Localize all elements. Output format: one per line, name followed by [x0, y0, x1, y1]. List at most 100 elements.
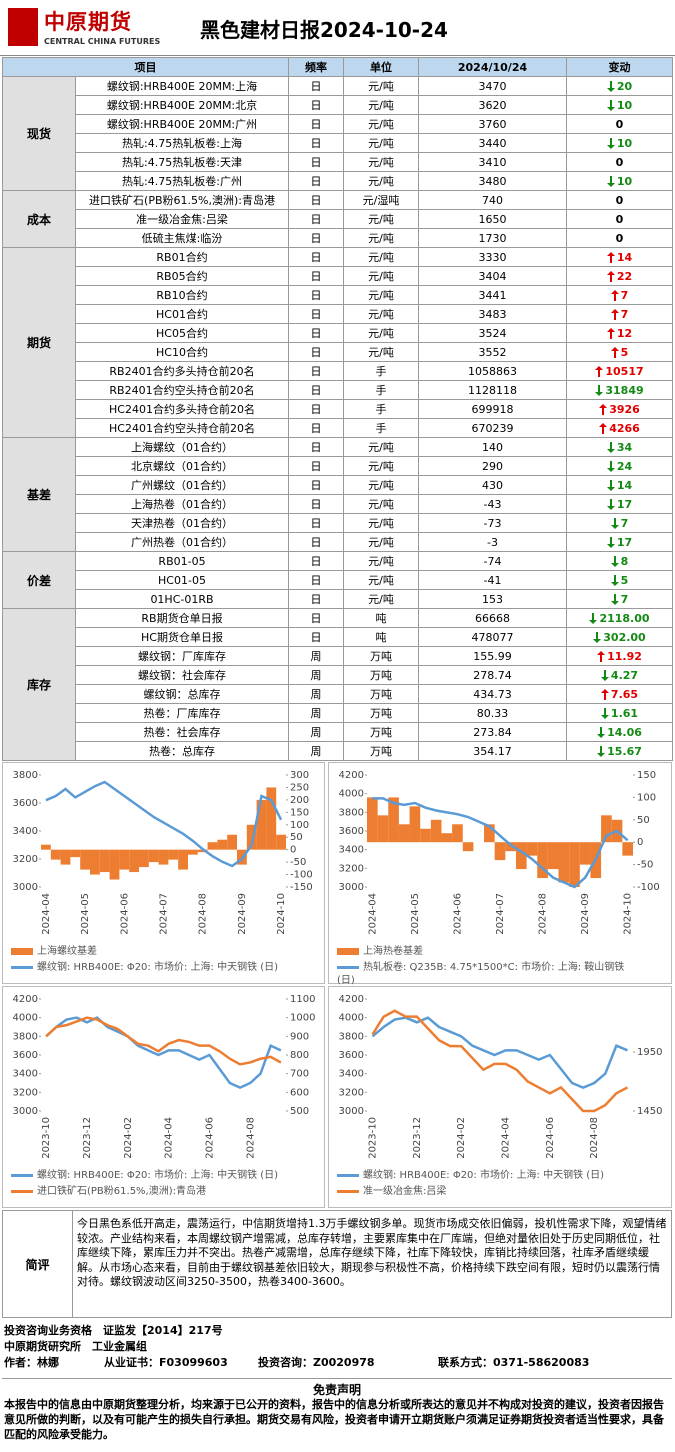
bar	[569, 842, 580, 887]
cell: 153	[418, 589, 567, 609]
logo-en: CENTRAL CHINA FUTURES	[44, 37, 161, 46]
arrow-down	[610, 575, 619, 586]
change-value: 20	[616, 79, 633, 93]
data-table: 项目 频率 单位 2024/10/24 变动 现货 螺纹钢:HRB400E 20MM:上海日…	[2, 57, 673, 761]
y-tick-label: 3000	[339, 882, 364, 893]
cell: 3524	[418, 323, 567, 343]
x-tick-label: 2024-08	[245, 1117, 256, 1159]
cell: 日	[288, 361, 344, 381]
line	[371, 1009, 629, 1113]
cell: 元/吨	[343, 456, 419, 476]
cell: 元/吨	[343, 133, 419, 153]
bar	[537, 842, 548, 879]
chart-panel: 3000 3200 3400 3600 3800 4000 4200 1450 1950 2023…	[328, 986, 672, 1208]
arrow-shape	[599, 423, 608, 434]
cell: -43	[418, 494, 567, 514]
y2-tick-label: 1000	[290, 1013, 315, 1024]
x-tick-label: 2024-04	[367, 893, 378, 935]
legend-label: 螺纹钢: HRB400E: Φ20: 市场价: 上海: 中天钢铁 (日)	[37, 962, 279, 973]
cell: 螺纹钢:HRB400E 20MM:上海	[75, 76, 289, 96]
change-value: 1.61	[610, 706, 639, 720]
cell: 日	[288, 494, 344, 514]
bar	[515, 842, 527, 870]
cell: HC2401合约空头持仓前20名	[75, 418, 289, 438]
cell: 元/吨	[343, 247, 419, 267]
cell: 元/吨	[343, 95, 419, 115]
legend-label: 进口铁矿石(PB粉61.5%,澳洲):青岛港	[37, 1186, 207, 1197]
cell: 周	[288, 646, 344, 666]
change-cell: 17	[566, 532, 673, 552]
bar	[430, 819, 442, 843]
cell: 吨	[343, 608, 419, 628]
y2-tick-label: -100	[290, 870, 313, 881]
bar	[462, 842, 474, 852]
bar	[148, 849, 159, 863]
change-cell: 2118.00	[566, 608, 673, 628]
change-value: 17	[616, 497, 633, 511]
table-row: 螺纹钢：社会库存周万吨 278.74 4.27	[3, 665, 673, 685]
bar	[70, 849, 81, 858]
y2-tick-label: 50	[290, 832, 303, 843]
change-value: 31849	[605, 383, 644, 397]
cell: 周	[288, 703, 344, 723]
arrow-down	[589, 613, 598, 624]
change-cell: 4266	[566, 418, 673, 438]
x-tick-label: 2024-04	[41, 893, 52, 935]
legend-swatch	[11, 1173, 33, 1177]
change-cell: 0	[566, 209, 673, 229]
change-value: 7	[620, 288, 629, 302]
cell: 周	[288, 665, 344, 685]
x-tick-label: 2024-02	[123, 1117, 134, 1159]
chart-panel: 3000 3200 3400 3600 3800 4000 4200 500 600 700 800…	[2, 986, 325, 1208]
qualification: 投资咨询业务资格 证监发【2014】217号	[4, 1324, 223, 1337]
arrow-up	[610, 290, 619, 301]
y-tick-label: 3600	[339, 1050, 364, 1061]
bar	[420, 828, 431, 843]
y-tick-label: 3800	[339, 807, 364, 818]
change-cell: 7	[566, 513, 673, 533]
cell: RB2401合约空头持仓前20名	[75, 380, 289, 400]
change-cell: 7	[566, 285, 673, 305]
y2-tick-label: 100	[637, 792, 656, 803]
legend-swatch	[337, 947, 359, 955]
table-row: RB2401合约多头持仓前20名日手 1058863 10517	[3, 361, 673, 381]
cell: 日	[288, 627, 344, 647]
change-cell: 1.61	[566, 703, 673, 723]
comment-text: 今日黑色系低开高走，震荡运行，中信期货增持1.3万手螺纹钢多单。现货市场成交依旧…	[77, 1217, 667, 1288]
y-tick-label: 3400	[13, 826, 38, 837]
group-label: 现货	[2, 76, 76, 191]
cell: 3410	[418, 152, 567, 172]
arrow-up	[599, 423, 608, 434]
arrow-down	[606, 461, 615, 472]
change-value: 14.06	[607, 725, 642, 739]
cell: 热卷：厂库库存	[75, 703, 289, 723]
advisor: 投资咨询：Z0020978	[258, 1356, 375, 1369]
cell: 日	[288, 475, 344, 495]
legend-item: 螺纹钢: HRB400E: Φ20: 市场价: 上海: 中天钢铁 (日)	[11, 961, 316, 974]
cell: 3470	[418, 76, 567, 96]
legend-swatch	[11, 965, 33, 969]
table-row: HC01-05 日元/吨 -41 5	[3, 570, 673, 590]
cell: 3404	[418, 266, 567, 286]
change-value: 0	[615, 231, 624, 245]
arrow-down	[606, 100, 615, 111]
cell: RB2401合约多头持仓前20名	[75, 361, 289, 381]
cell: 日	[288, 95, 344, 115]
change-value: 0	[615, 117, 624, 131]
cell: -3	[418, 532, 567, 552]
change-cell: 15.67	[566, 741, 673, 761]
cell: 上海热卷（01合约）	[75, 494, 289, 514]
cell: 元/吨	[343, 304, 419, 324]
arrow-shape	[597, 651, 606, 662]
cell: 430	[418, 475, 567, 495]
column-header: 项目	[2, 57, 289, 77]
y-tick-label: 3800	[13, 1031, 38, 1042]
bar	[579, 842, 591, 865]
table-row: 广州螺纹（01合约）日元/吨 430 14	[3, 475, 673, 495]
table-row: 北京螺纹（01合约）日元/吨 290 24	[3, 456, 673, 476]
change-cell: 17	[566, 494, 673, 514]
cell: 日	[288, 114, 344, 134]
cell: HC01合约	[75, 304, 289, 324]
arrow-shape	[606, 176, 615, 187]
